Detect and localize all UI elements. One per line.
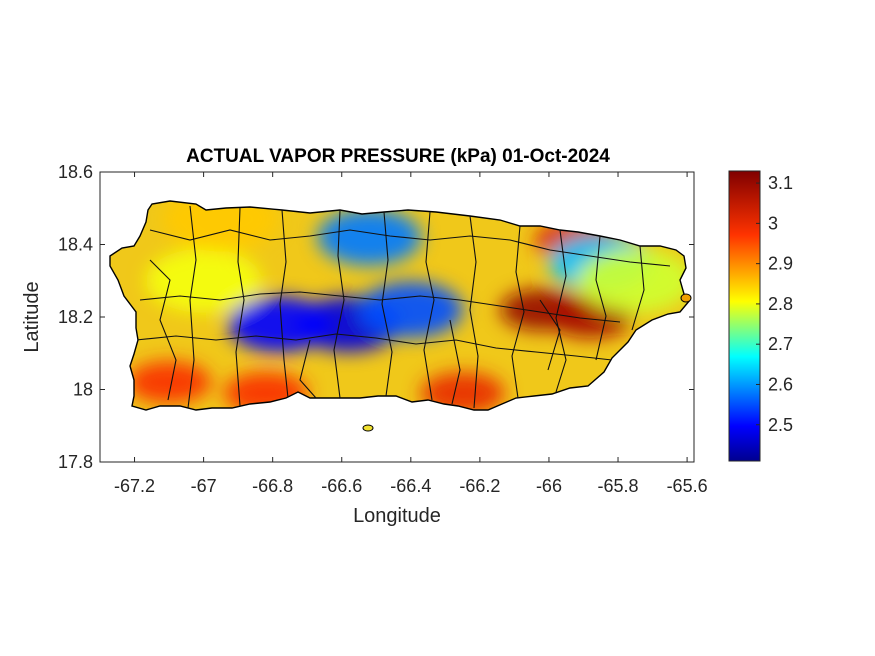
municipal-border [555, 229, 567, 393]
island-coastline [109, 200, 691, 411]
x-axis: -67.2 -67 -66.8 -66.6 -66.4 -66.2 -66 -65.8 -65.… [114, 172, 708, 496]
x-tick-label: -66.4 [390, 476, 431, 496]
municipal-border [235, 207, 245, 407]
municipal-border [149, 229, 671, 267]
x-tick-label: -66.8 [252, 476, 293, 496]
colorbar [728, 170, 761, 462]
x-axis-label: Longitude [353, 505, 441, 527]
y-axis-label: Latitude [21, 281, 43, 352]
colorbar-tick-label: 3.1 [768, 173, 793, 193]
heat-region [145, 248, 262, 313]
municipal-border [135, 333, 613, 361]
municipal-border [187, 205, 197, 409]
y-tick-label: 18.4 [58, 235, 93, 255]
municipal-border [449, 319, 461, 405]
y-tick-label: 18.2 [58, 307, 93, 327]
municipal-border [423, 211, 435, 401]
municipal-border [631, 245, 645, 331]
municipal-borders [135, 205, 671, 409]
municipal-border [595, 235, 607, 361]
colorbar-tick-label: 2.8 [768, 294, 793, 314]
municipal-border [149, 259, 177, 401]
x-tick-label: -67.2 [114, 476, 155, 496]
colorbar-tick-label: 3 [768, 213, 778, 233]
x-tick-label: -66 [536, 476, 562, 496]
municipal-border [539, 299, 561, 371]
colorbar-tick-label: 2.7 [768, 334, 793, 354]
y-axis: 18.6 18.4 18.2 18 17.8 [58, 162, 694, 472]
municipal-border [381, 211, 393, 397]
municipal-border [333, 209, 345, 399]
y-tick-label: 17.8 [58, 452, 93, 472]
map-title: ACTUAL VAPOR PRESSURE (kPa) 01-Oct-2024 [186, 146, 610, 167]
x-tick-label: -66.2 [459, 476, 500, 496]
colorbar-tick-label: 2.5 [768, 415, 793, 435]
x-tick-label: -65.6 [667, 476, 708, 496]
municipal-border [279, 209, 289, 399]
y-tick-label: 18.6 [58, 162, 93, 182]
y-tick-label: 18 [73, 380, 93, 400]
caja-de-muertos-island [362, 424, 374, 432]
colorbar-tick-label: 2.9 [768, 254, 793, 274]
x-tick-label: -65.8 [598, 476, 639, 496]
x-tick-label: -66.6 [321, 476, 362, 496]
colorbar-ticks: 3.1 3 2.9 2.8 2.7 2.6 2.5 [756, 173, 793, 435]
municipal-border [139, 291, 621, 323]
heat-region [577, 248, 690, 313]
municipal-border [469, 215, 479, 409]
heat-region [358, 281, 463, 338]
x-tick-label: -67 [191, 476, 217, 496]
heat-region [317, 209, 422, 266]
vieques-fragment [680, 293, 692, 303]
municipal-border [511, 225, 525, 399]
municipal-border [299, 339, 317, 399]
colorbar-tick-label: 2.6 [768, 374, 793, 394]
